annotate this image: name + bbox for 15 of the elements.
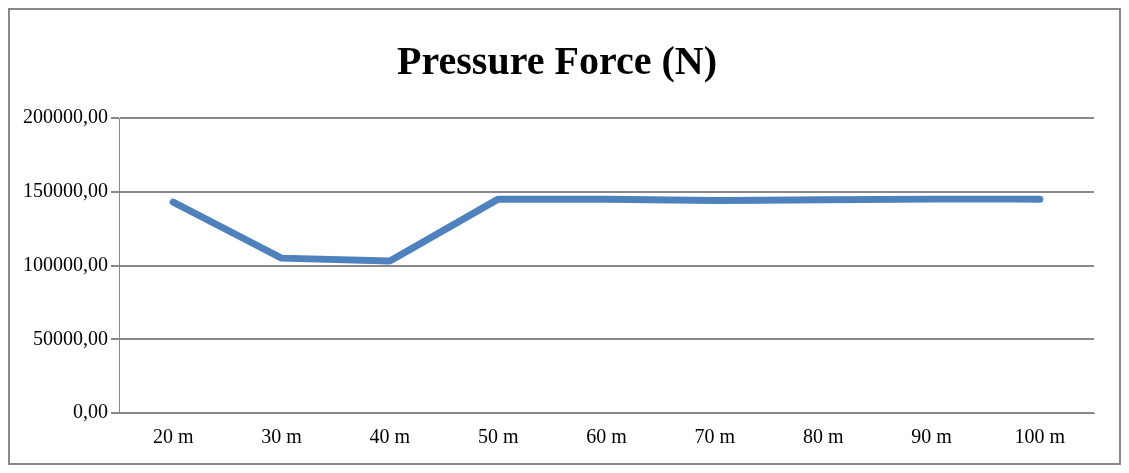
x-tick-label: 30 m bbox=[261, 425, 303, 448]
x-tick-label: 80 m bbox=[802, 425, 844, 448]
x-tick-label: 90 m bbox=[911, 425, 953, 448]
y-tick-label: 200000,00 bbox=[23, 105, 108, 128]
x-tick-label: 20 m bbox=[152, 425, 194, 448]
x-tick-label: 50 m bbox=[477, 425, 519, 448]
y-tick-label: 150000,00 bbox=[23, 179, 108, 201]
y-tick-label: 0,00 bbox=[73, 400, 108, 423]
x-tick-label: 40 m bbox=[369, 425, 411, 448]
x-tick-label: 70 m bbox=[694, 425, 736, 448]
y-tick-label: 50000,00 bbox=[33, 326, 108, 349]
x-tick-label: 60 m bbox=[586, 425, 628, 448]
y-tick-label: 100000,00 bbox=[23, 252, 108, 275]
chart-title: Pressure Force (N) bbox=[397, 38, 717, 84]
x-tick-label: 100 m bbox=[1014, 425, 1066, 448]
